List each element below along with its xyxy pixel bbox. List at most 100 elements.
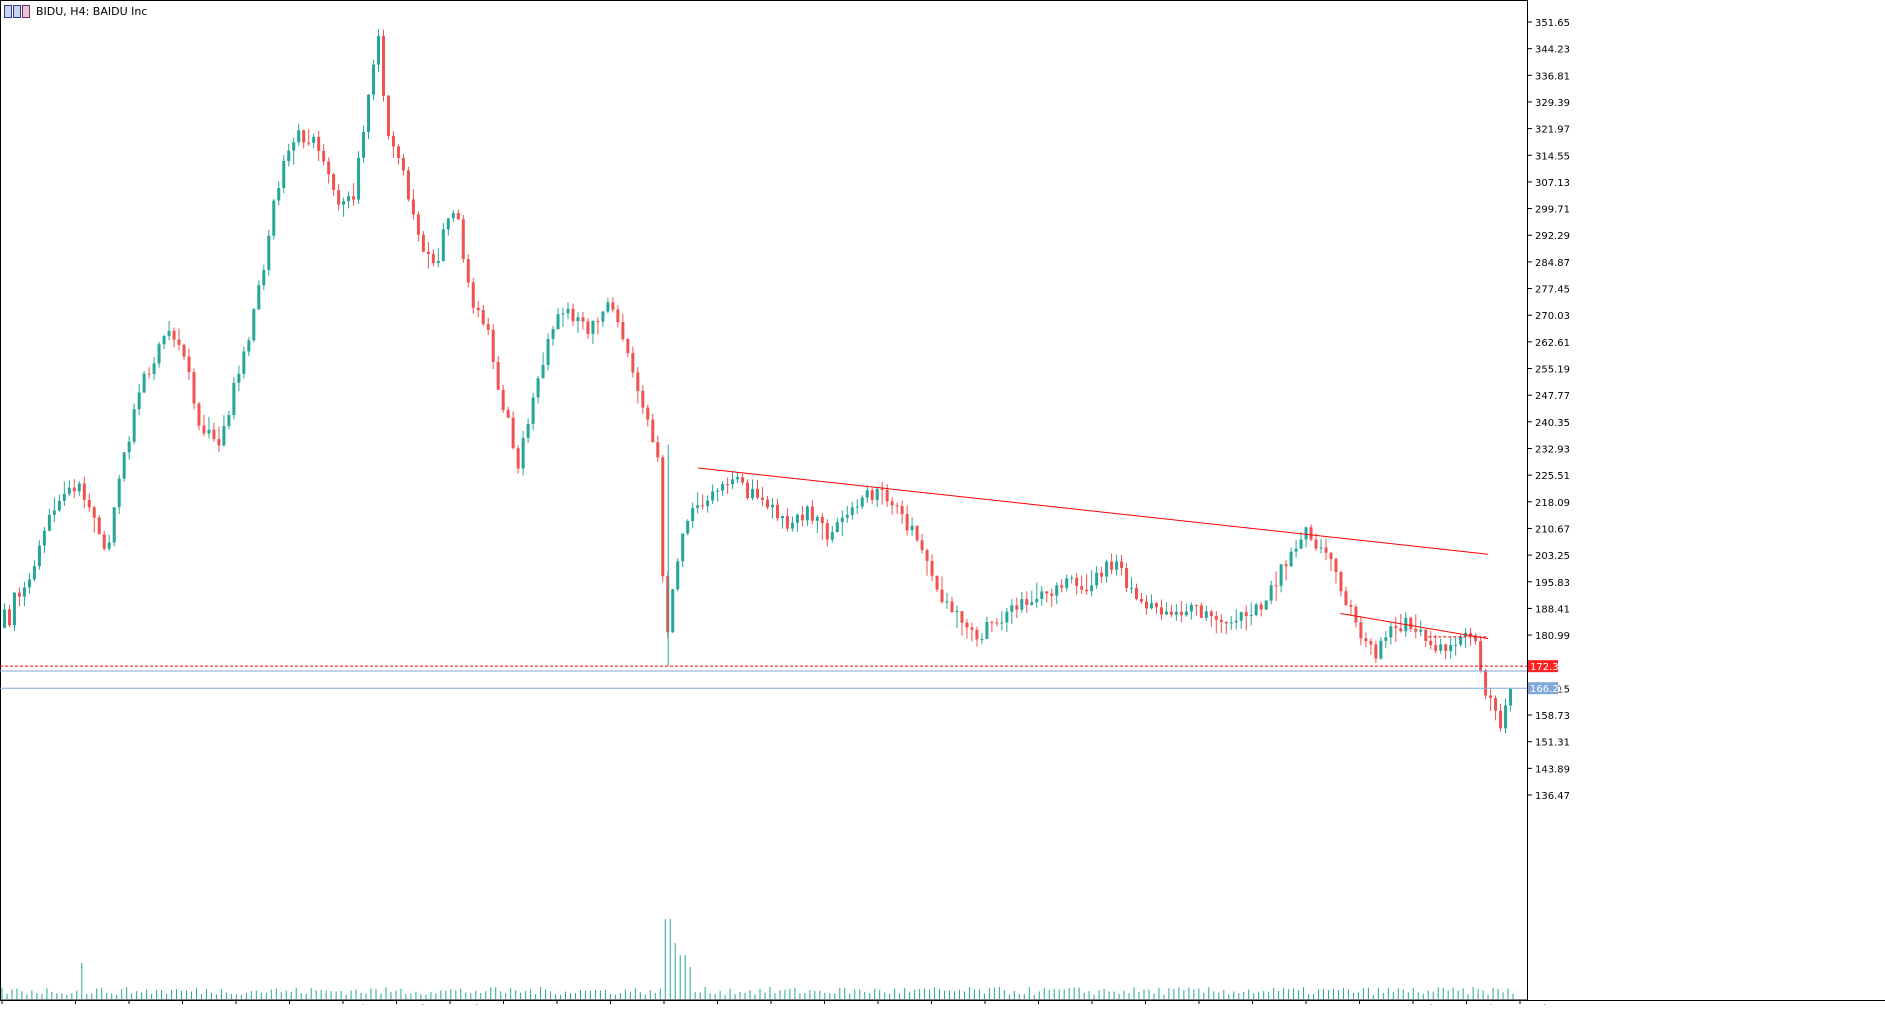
candle-body <box>501 389 505 410</box>
candle-body <box>1085 589 1089 592</box>
candle-body <box>795 514 799 523</box>
candle-body <box>940 589 944 602</box>
candle-body <box>202 425 206 434</box>
candle-body <box>955 611 959 613</box>
candle-body <box>686 521 690 534</box>
candle-body <box>1219 619 1223 623</box>
candle-body <box>1224 622 1228 624</box>
candle-body <box>621 322 625 340</box>
y-tick-label: 307.13 <box>1535 178 1570 189</box>
candle-body <box>227 415 231 426</box>
candle-body <box>526 423 530 438</box>
candle-body <box>1244 612 1248 617</box>
candle-body <box>167 330 171 336</box>
candle-body <box>1394 626 1398 629</box>
y-tick-label: 344.23 <box>1535 45 1570 56</box>
candle-body <box>421 234 425 252</box>
y-tick-label: 292.29 <box>1535 231 1570 242</box>
candle-body <box>456 213 460 220</box>
y-tick-label: 255.19 <box>1535 365 1570 376</box>
candle-body <box>307 142 311 144</box>
candle-body <box>521 437 525 469</box>
candle-body <box>1169 611 1173 615</box>
plot-frame <box>0 0 1528 1001</box>
candle-body <box>756 488 760 498</box>
candle-body <box>1279 564 1283 586</box>
y-tick-label: 225.51 <box>1535 471 1570 482</box>
candle-body <box>1384 637 1388 641</box>
candle-body <box>1199 605 1203 618</box>
candle-body <box>880 488 884 491</box>
candle-body <box>1194 604 1198 606</box>
candle-body <box>396 146 400 158</box>
candle-body <box>805 506 809 521</box>
candle-body <box>252 309 256 341</box>
candle-body <box>950 601 954 612</box>
candle-body <box>1329 552 1333 560</box>
candle-body <box>337 190 341 205</box>
candle-body <box>72 487 76 492</box>
candle-body <box>1184 611 1188 616</box>
candle-body <box>1309 527 1313 540</box>
candle-body <box>830 532 834 540</box>
candle-body <box>1319 547 1323 549</box>
candle-body <box>77 483 81 492</box>
candle-body <box>711 491 715 501</box>
candle-body <box>97 517 101 535</box>
candle-body <box>1494 698 1498 711</box>
candle-body <box>1020 599 1024 610</box>
y-tick-label: 232.93 <box>1535 444 1570 455</box>
y-tick-label: 203.25 <box>1535 551 1570 562</box>
candle-body <box>182 344 186 357</box>
candle-body <box>406 170 410 200</box>
candle-body <box>661 457 665 577</box>
candle-body <box>721 484 725 491</box>
candle-body <box>1369 641 1373 645</box>
y-tick-label: 262.61 <box>1535 338 1570 349</box>
candle-body <box>1010 605 1014 612</box>
candle-body <box>87 499 91 508</box>
candle-body <box>217 439 221 446</box>
candle-body <box>132 409 136 442</box>
candle-body <box>486 324 490 330</box>
candle-body <box>177 339 181 345</box>
candle-body <box>47 514 51 531</box>
candle-body <box>770 504 774 508</box>
candle-body <box>1139 598 1143 602</box>
candle-body <box>1409 617 1413 629</box>
candle-body <box>1110 561 1114 570</box>
candle-body <box>1204 611 1208 618</box>
candle-body <box>1000 622 1004 624</box>
candle-body <box>741 477 745 483</box>
candle-body <box>671 589 675 633</box>
candle-body <box>416 214 420 235</box>
candle-body <box>865 490 869 498</box>
candle-body <box>1349 604 1353 607</box>
candle-body <box>1050 593 1054 596</box>
candle-body <box>172 330 176 340</box>
candle-body <box>631 353 635 373</box>
candle-body <box>606 302 610 312</box>
candle-body <box>1005 611 1009 623</box>
candle-body <box>1389 626 1393 638</box>
y-tick-label: 321.97 <box>1535 125 1570 136</box>
candle-body <box>1479 641 1483 671</box>
candle-body <box>1399 628 1403 632</box>
candle-body <box>1334 559 1338 573</box>
y-tick-label: 180.99 <box>1535 631 1570 642</box>
candle-body <box>596 321 600 323</box>
candle-body <box>1055 585 1059 596</box>
candle-body <box>556 314 560 330</box>
candle-body <box>62 493 66 501</box>
y-tick-label: 188.41 <box>1535 604 1570 615</box>
candle-body <box>905 514 909 531</box>
candle-body <box>860 497 864 507</box>
y-axis: 351.65 344.23 336.81 329.39 321.97 314.55 307.… <box>1527 18 1570 802</box>
candle-body <box>676 561 680 590</box>
candle-body <box>751 488 755 499</box>
candle-body <box>900 506 904 515</box>
candle-body <box>322 150 326 162</box>
candle-body <box>1299 539 1303 549</box>
